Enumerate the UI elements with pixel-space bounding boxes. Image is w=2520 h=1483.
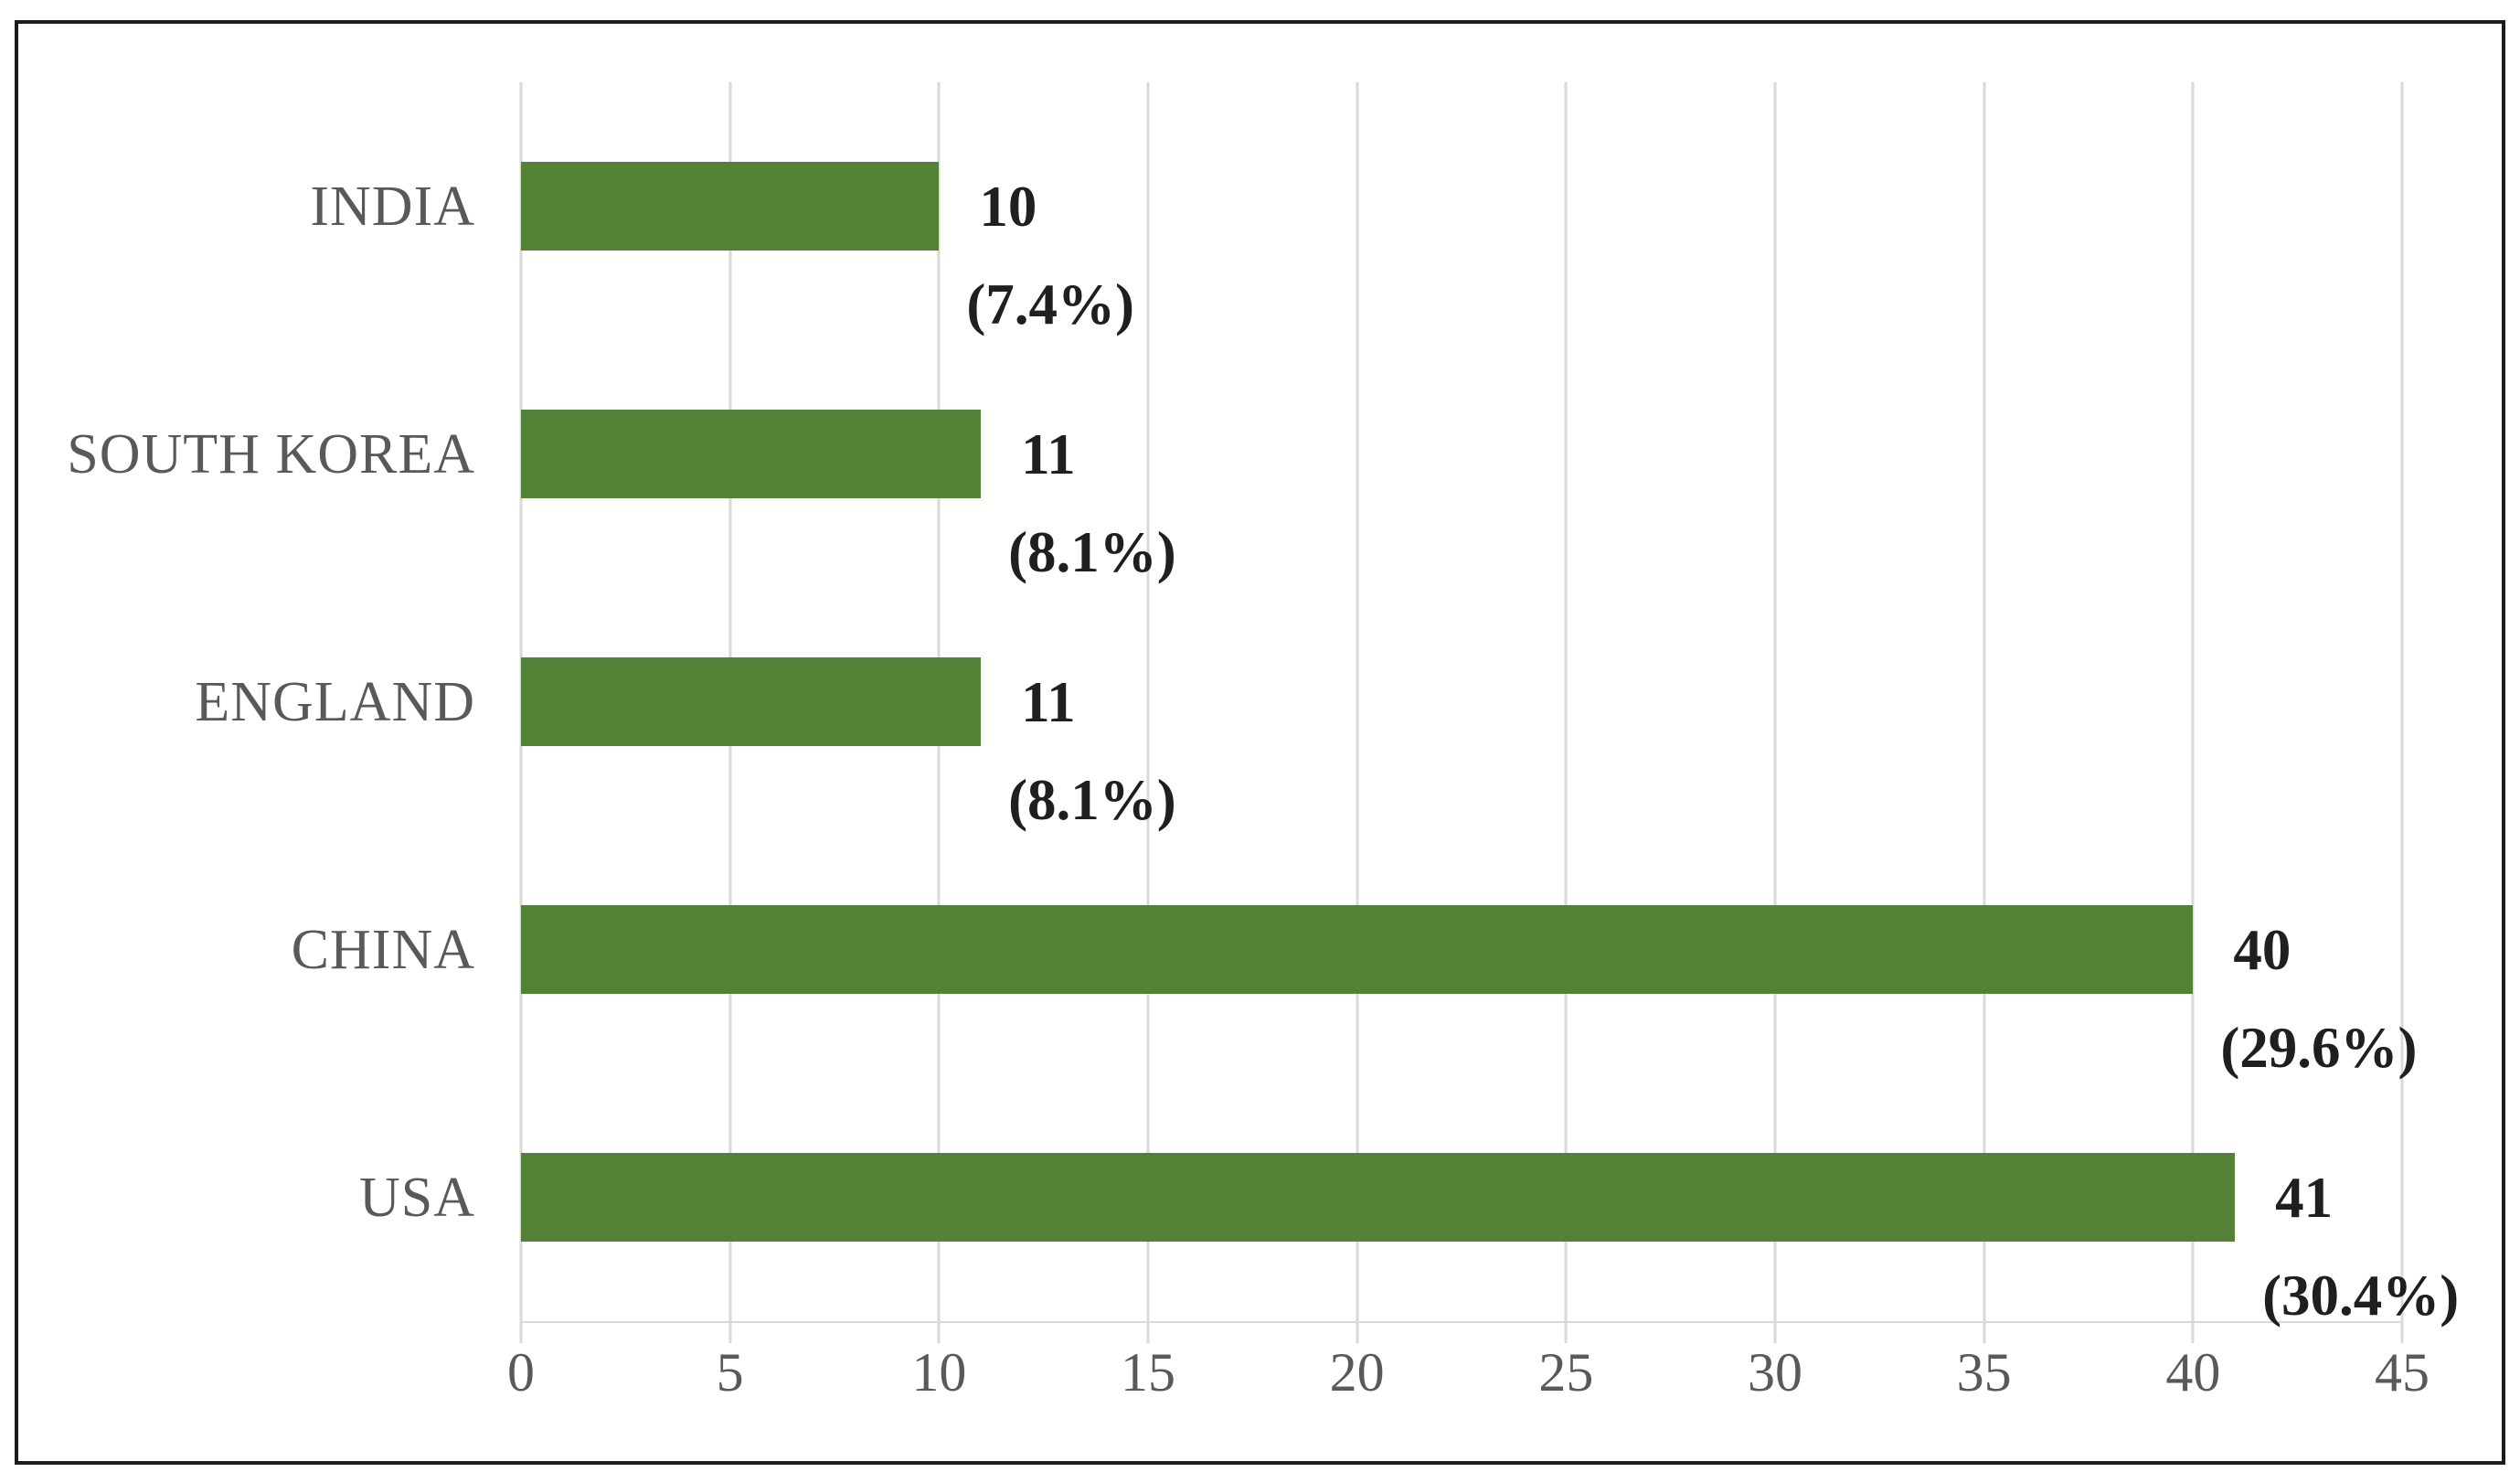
x-tick-mark-35 <box>1983 1321 1986 1343</box>
percent-label-india: (7.4%) <box>966 272 1135 336</box>
gridline-35 <box>1983 82 1986 1321</box>
x-tick-label-15: 15 <box>1121 1342 1175 1403</box>
gridline-45 <box>2400 82 2404 1321</box>
gridline-30 <box>1773 82 1777 1321</box>
percent-label-china: (29.6%) <box>2220 1015 2418 1080</box>
gridline-25 <box>1564 82 1568 1321</box>
value-label-india: 10 <box>979 174 1037 239</box>
percent-label-england: (8.1%) <box>1008 767 1176 832</box>
bar-china <box>521 905 2194 994</box>
x-tick-mark-0 <box>519 1321 523 1343</box>
x-tick-label-40: 40 <box>2165 1342 2221 1403</box>
x-tick-label-45: 45 <box>2375 1342 2430 1403</box>
x-tick-label-5: 5 <box>716 1342 744 1403</box>
category-label-england: ENGLAND <box>195 670 475 733</box>
x-tick-mark-25 <box>1564 1321 1568 1343</box>
value-label-england: 11 <box>1021 669 1076 734</box>
value-label-south-korea: 11 <box>1021 421 1076 486</box>
category-label-south-korea: SOUTH KOREA <box>67 422 475 485</box>
x-tick-label-10: 10 <box>911 1342 967 1403</box>
x-tick-mark-30 <box>1773 1321 1777 1343</box>
x-tick-label-20: 20 <box>1329 1342 1385 1403</box>
bar-usa <box>521 1153 2236 1242</box>
x-tick-label-35: 35 <box>1956 1342 2012 1403</box>
x-axis-line <box>521 1321 2402 1323</box>
x-tick-mark-5 <box>728 1321 732 1343</box>
x-tick-mark-45 <box>2400 1321 2404 1343</box>
category-label-usa: USA <box>358 1166 475 1229</box>
bar-england <box>521 657 982 746</box>
x-tick-mark-15 <box>1146 1321 1150 1343</box>
gridline-15 <box>1146 82 1150 1321</box>
gridline-20 <box>1356 82 1359 1321</box>
x-tick-mark-20 <box>1356 1321 1359 1343</box>
x-tick-label-30: 30 <box>1748 1342 1802 1403</box>
bar-south-korea <box>521 410 982 498</box>
x-tick-mark-40 <box>2191 1321 2195 1343</box>
value-label-usa: 41 <box>2275 1165 2334 1230</box>
category-label-india: INDIA <box>310 175 475 238</box>
percent-label-usa: (30.4%) <box>2262 1263 2460 1328</box>
percent-label-south-korea: (8.1%) <box>1008 519 1176 584</box>
x-tick-mark-10 <box>937 1321 941 1343</box>
bar-india <box>521 162 940 251</box>
x-tick-label-0: 0 <box>507 1342 535 1403</box>
category-label-china: CHINA <box>291 918 475 981</box>
value-label-china: 40 <box>2233 917 2291 982</box>
x-tick-label-25: 25 <box>1538 1342 1594 1403</box>
gridline-40 <box>2191 82 2195 1321</box>
